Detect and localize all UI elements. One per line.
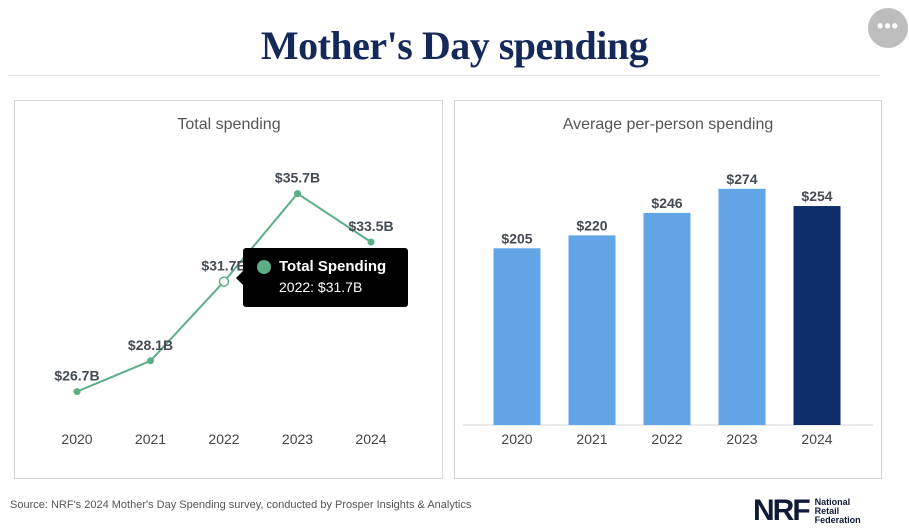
bar-data-label: $254 xyxy=(801,188,832,204)
series-color-dot xyxy=(257,259,271,274)
line-point-2022[interactable] xyxy=(218,276,230,287)
bar-chart-title: Average per-person spending xyxy=(563,116,774,133)
line-data-label: $31.7B xyxy=(201,258,246,274)
bar-data-label: $274 xyxy=(726,171,757,187)
line-chart-title: Total spending xyxy=(177,116,280,133)
tooltip-series-name: Total Spending xyxy=(279,258,387,275)
line-x-tick-label: 2022 xyxy=(208,431,239,447)
source-note: Source: NRF's 2024 Mother's Day Spending… xyxy=(10,499,472,511)
logo-line: Federation xyxy=(814,514,861,525)
line-x-tick-label: 2023 xyxy=(282,431,313,447)
bar-x-tick-label: 2020 xyxy=(501,431,532,447)
bar-x-tick-label: 2023 xyxy=(726,431,757,447)
line-data-label: $26.7B xyxy=(54,368,99,384)
bar-2021[interactable] xyxy=(568,235,616,425)
bar-x-tick-label: 2021 xyxy=(576,431,607,447)
bar-data-label: $205 xyxy=(501,230,532,246)
more-options-button[interactable]: ••• xyxy=(868,8,908,48)
bar-2024[interactable] xyxy=(793,206,841,425)
line-data-label: $33.5B xyxy=(348,218,393,234)
bar-x-tick-label: 2022 xyxy=(651,431,682,447)
line-point-2024[interactable] xyxy=(367,238,375,246)
tooltip-value: 2022: $31.7B xyxy=(279,279,363,295)
line-point-2020[interactable] xyxy=(73,388,81,396)
logo-line: National xyxy=(814,496,851,507)
logo-line: Retail xyxy=(814,505,840,516)
line-data-label: $28.1B xyxy=(128,337,173,353)
line-x-tick-label: 2024 xyxy=(355,431,386,447)
line-point-2021[interactable] xyxy=(147,357,154,365)
logo-mark: NRF xyxy=(753,494,811,527)
bar-2020[interactable] xyxy=(493,248,541,425)
bar-2022[interactable] xyxy=(643,212,691,425)
chart-tooltip: Total Spending 2022: $31.7B xyxy=(236,248,408,307)
more-horizontal-icon: ••• xyxy=(877,16,899,36)
per-person-bar-chart: Average per-person spending $205 2020 $220… xyxy=(463,116,873,447)
nrf-logo: NRF National Retail Federation xyxy=(753,494,861,528)
per-person-spending-panel: Average per-person spending $205 2020 $220… xyxy=(454,100,882,479)
bar-data-label: $220 xyxy=(576,217,607,233)
bar-x-tick-label: 2024 xyxy=(801,431,832,447)
bar-data-label: $246 xyxy=(651,195,682,211)
line-x-tick-label: 2020 xyxy=(61,431,92,447)
line-x-tick-label: 2021 xyxy=(135,431,166,447)
page-title: Mother's Day spending xyxy=(260,23,649,68)
bar-2023[interactable] xyxy=(718,188,766,425)
total-spending-line-chart: Total spending $26.7B 2020 $28.1B 2021 $31.7… xyxy=(54,116,393,447)
logo-text: National Retail Federation xyxy=(814,496,861,525)
line-point-2023[interactable] xyxy=(294,190,301,198)
line-data-label: $35.7B xyxy=(275,170,320,186)
title-divider xyxy=(8,75,880,76)
